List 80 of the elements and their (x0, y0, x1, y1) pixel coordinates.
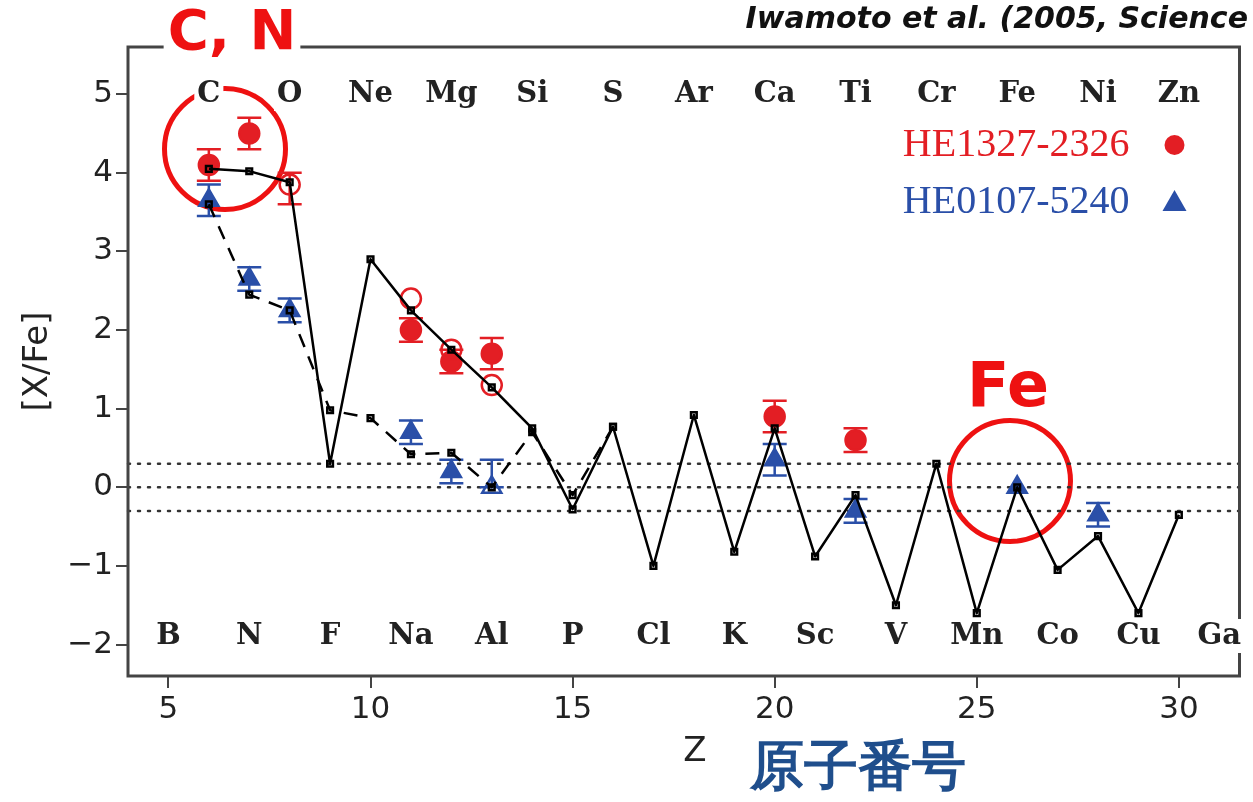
annotation: Ni (1079, 74, 1117, 109)
x-tick-label: 15 (552, 688, 593, 725)
point (406, 306, 416, 315)
x-tick-label: 10 (350, 688, 391, 725)
point (326, 406, 335, 415)
point (245, 290, 254, 299)
point (730, 547, 739, 556)
y-axis-title: [X/Fe] (14, 311, 55, 412)
annotation: P (561, 616, 584, 651)
annotation: Cu (1116, 616, 1161, 651)
point (851, 491, 860, 500)
point (763, 405, 786, 428)
y-tick-label: 2 (93, 309, 113, 346)
point (1134, 609, 1143, 618)
text: 原子番号 (749, 734, 966, 798)
point (204, 200, 213, 209)
x-tick-label: 5 (158, 688, 179, 725)
annotation: C, N (167, 0, 297, 62)
annotation: Fe (967, 348, 1049, 422)
annotation: Fe (998, 74, 1036, 109)
annotation: Cl (636, 616, 671, 651)
annotation: Zn (1157, 74, 1201, 109)
y-tick-label: 4 (93, 151, 113, 188)
annotation: Mg (425, 74, 478, 109)
annotation: C (197, 74, 221, 109)
y-tick-label: 0 (93, 466, 113, 503)
point (649, 561, 658, 570)
point (480, 342, 504, 365)
y-tick-label: 1 (93, 387, 113, 424)
y-tick-label: −1 (67, 544, 113, 581)
annotation: Co (1036, 616, 1079, 651)
annotation: Si (516, 74, 549, 109)
text: Iwamoto et al. (2005, Science (745, 0, 1248, 35)
point (480, 373, 504, 397)
y-tick-label: 3 (93, 230, 113, 267)
annotation: Ga (1197, 616, 1242, 651)
point (238, 122, 261, 145)
point (568, 505, 577, 514)
legend-label: HE0107-5240 (902, 176, 1130, 222)
annotation: Ti (839, 74, 872, 109)
annotation: Sc (795, 616, 835, 651)
point (278, 173, 301, 196)
point (447, 448, 456, 457)
annotation: B (156, 616, 181, 651)
annotation: N (236, 616, 263, 651)
annotation: Cr (917, 74, 957, 109)
point (770, 424, 779, 433)
point (528, 424, 537, 433)
point (568, 491, 577, 500)
point (932, 459, 941, 468)
annotation: Ar (673, 74, 714, 109)
point (891, 601, 901, 610)
x-tick-label: 25 (957, 688, 997, 725)
point (366, 414, 375, 423)
annotation: V (883, 616, 908, 651)
point (811, 552, 820, 561)
annotation: K (721, 616, 749, 651)
point (406, 450, 416, 459)
point (366, 255, 375, 264)
annotation: Al (474, 616, 509, 651)
y-tick-label: −2 (67, 623, 113, 660)
point (689, 410, 698, 420)
point (245, 167, 254, 176)
annotation: Na (388, 616, 434, 651)
point (1093, 531, 1103, 541)
annotation: Ne (348, 74, 393, 109)
point (1174, 510, 1183, 519)
x-tick-label: 20 (754, 688, 795, 725)
point (1053, 565, 1062, 574)
legend-label: HE1327-2326 (902, 119, 1130, 165)
annotation: Mn (950, 616, 1004, 651)
annotation: F (319, 616, 341, 651)
annotation: O (277, 74, 303, 109)
y-tick-label: 5 (93, 73, 113, 110)
x-tick-label: 30 (1159, 688, 1199, 725)
point (972, 609, 981, 618)
x-axis-title: Z (683, 728, 707, 769)
annotation: S (602, 74, 624, 109)
point (326, 459, 335, 468)
annotation: Ca (753, 74, 796, 109)
